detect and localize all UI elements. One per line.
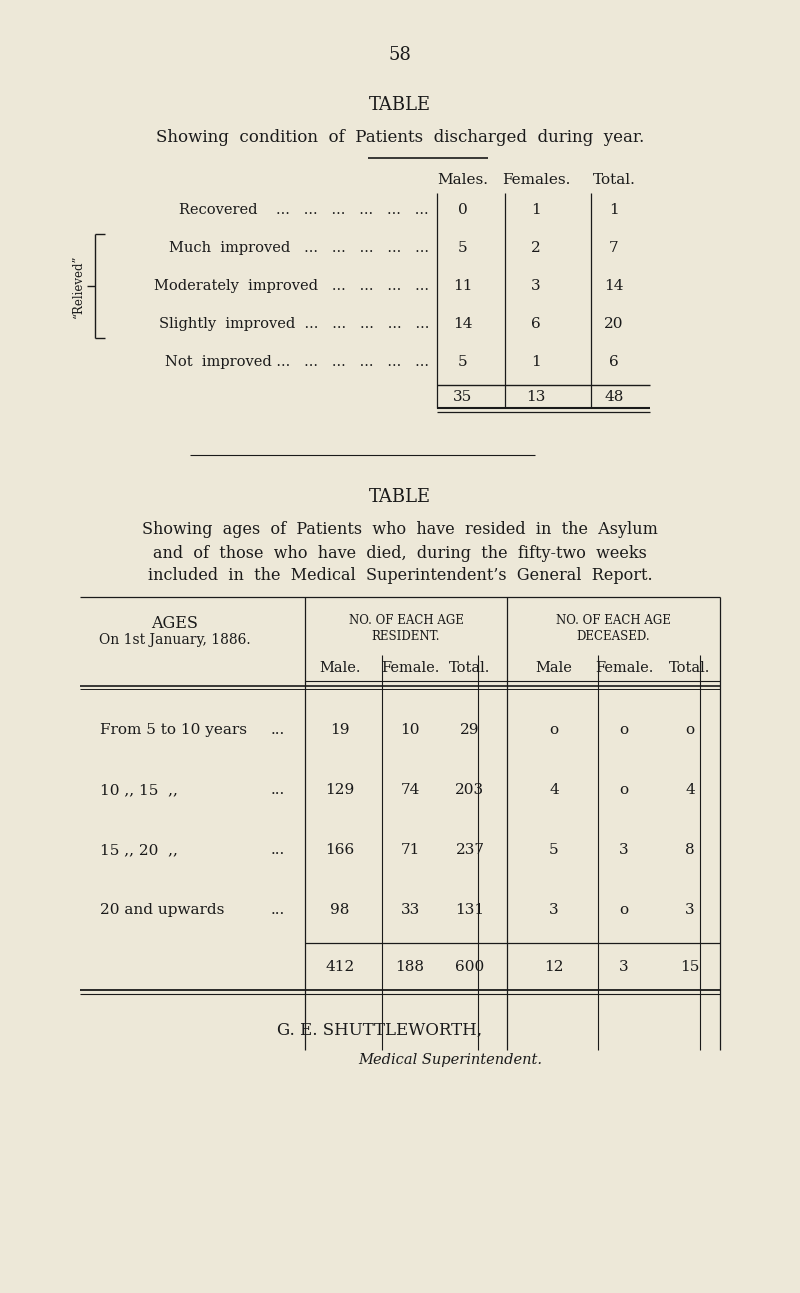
Text: included  in  the  Medical  Superintendent’s  General  Report.: included in the Medical Superintendent’s… (148, 568, 652, 584)
Text: 1: 1 (531, 203, 541, 217)
Text: 33: 33 (400, 903, 420, 917)
Text: 188: 188 (395, 959, 425, 974)
Text: 6: 6 (531, 317, 541, 331)
Text: 203: 203 (455, 784, 485, 796)
Text: 19: 19 (330, 723, 350, 737)
Text: 1: 1 (609, 203, 619, 217)
Text: 8: 8 (685, 843, 695, 857)
Text: Female.: Female. (595, 661, 653, 675)
Text: and  of  those  who  have  died,  during  the  fifty-two  weeks: and of those who have died, during the f… (153, 544, 647, 561)
Text: 4: 4 (685, 784, 695, 796)
Text: o: o (686, 723, 694, 737)
Text: 20 and upwards: 20 and upwards (100, 903, 224, 917)
Text: Much  improved   ...   ...   ...   ...   ...: Much improved ... ... ... ... ... (169, 240, 429, 255)
Text: 20: 20 (604, 317, 624, 331)
Text: 3: 3 (619, 843, 629, 857)
Text: 14: 14 (604, 279, 624, 294)
Text: Showing  condition  of  Patients  discharged  during  year.: Showing condition of Patients discharged… (156, 129, 644, 146)
Text: 12: 12 (544, 959, 564, 974)
Text: Slightly  improved  ...   ...   ...   ...   ...: Slightly improved ... ... ... ... ... (158, 317, 429, 331)
Text: Total.: Total. (670, 661, 710, 675)
Text: Medical Superintendent.: Medical Superintendent. (358, 1053, 542, 1067)
Text: On 1st January, 1886.: On 1st January, 1886. (99, 634, 251, 646)
Text: From 5 to 10 years: From 5 to 10 years (100, 723, 247, 737)
Text: 7: 7 (609, 240, 619, 255)
Text: 166: 166 (326, 843, 354, 857)
Text: G. E. SHUTTLEWORTH,: G. E. SHUTTLEWORTH, (278, 1021, 482, 1038)
Text: 5: 5 (549, 843, 559, 857)
Text: 3: 3 (549, 903, 559, 917)
Text: DECEASED.: DECEASED. (576, 630, 650, 643)
Text: Male: Male (535, 661, 573, 675)
Text: NO. OF EACH AGE: NO. OF EACH AGE (555, 613, 670, 627)
Text: 4: 4 (549, 784, 559, 796)
Text: 131: 131 (455, 903, 485, 917)
Text: o: o (619, 903, 629, 917)
Text: 237: 237 (455, 843, 485, 857)
Text: o: o (619, 723, 629, 737)
Text: 58: 58 (389, 47, 411, 63)
Text: Showing  ages  of  Patients  who  have  resided  in  the  Asylum: Showing ages of Patients who have reside… (142, 521, 658, 538)
Text: 15 ,, 20  ,,: 15 ,, 20 ,, (100, 843, 178, 857)
Text: 98: 98 (330, 903, 350, 917)
Text: “Relieved”: “Relieved” (71, 255, 85, 318)
Text: 15: 15 (680, 959, 700, 974)
Text: Moderately  improved   ...   ...   ...   ...: Moderately improved ... ... ... ... (154, 279, 429, 294)
Text: 3: 3 (531, 279, 541, 294)
Text: 10 ,, 15  ,,: 10 ,, 15 ,, (100, 784, 178, 796)
Text: AGES: AGES (151, 614, 198, 631)
Text: 3: 3 (619, 959, 629, 974)
Text: ...: ... (270, 903, 285, 917)
Text: Females.: Females. (502, 173, 570, 187)
Text: 129: 129 (326, 784, 354, 796)
Text: 13: 13 (526, 390, 546, 403)
Text: Total.: Total. (593, 173, 635, 187)
Text: Total.: Total. (450, 661, 490, 675)
Text: TABLE: TABLE (369, 487, 431, 506)
Text: 48: 48 (604, 390, 624, 403)
Text: 600: 600 (455, 959, 485, 974)
Text: 5: 5 (458, 356, 468, 369)
Text: Recovered    ...   ...   ...   ...   ...   ...: Recovered ... ... ... ... ... ... (179, 203, 429, 217)
Text: 1: 1 (531, 356, 541, 369)
Text: Males.: Males. (438, 173, 489, 187)
Text: 14: 14 (454, 317, 473, 331)
Text: Male.: Male. (319, 661, 361, 675)
Text: 29: 29 (460, 723, 480, 737)
Text: 412: 412 (326, 959, 354, 974)
Text: 6: 6 (609, 356, 619, 369)
Text: Female.: Female. (381, 661, 439, 675)
Text: 5: 5 (458, 240, 468, 255)
Text: 3: 3 (685, 903, 695, 917)
Text: Not  improved ...   ...   ...   ...   ...   ...: Not improved ... ... ... ... ... ... (165, 356, 429, 369)
Text: RESIDENT.: RESIDENT. (372, 630, 440, 643)
Text: ...: ... (270, 843, 285, 857)
Text: 71: 71 (400, 843, 420, 857)
Text: 74: 74 (400, 784, 420, 796)
Text: o: o (550, 723, 558, 737)
Text: 0: 0 (458, 203, 468, 217)
Text: ...: ... (270, 723, 285, 737)
Text: 10: 10 (400, 723, 420, 737)
Text: NO. OF EACH AGE: NO. OF EACH AGE (349, 613, 463, 627)
Text: 35: 35 (454, 390, 473, 403)
Text: o: o (619, 784, 629, 796)
Text: 2: 2 (531, 240, 541, 255)
Text: 11: 11 (454, 279, 473, 294)
Text: ...: ... (270, 784, 285, 796)
Text: TABLE: TABLE (369, 96, 431, 114)
